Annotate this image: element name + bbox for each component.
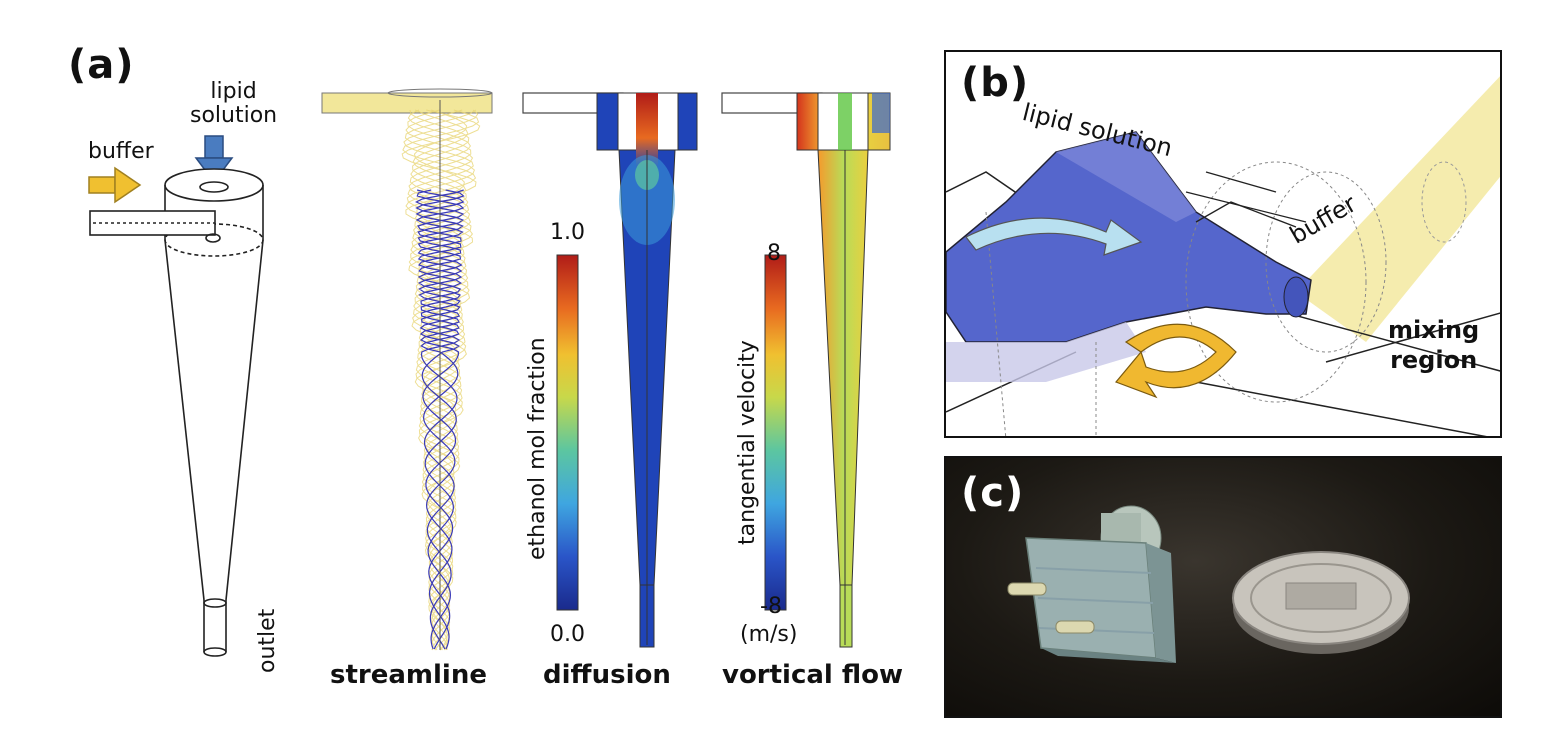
lipid-chamber-shape xyxy=(946,131,1312,382)
mixing-region-label: mixing region xyxy=(1388,315,1479,375)
coin-image xyxy=(1232,551,1410,654)
buffer-arrow-icon xyxy=(88,166,142,204)
panel-a-letter: (a) xyxy=(68,42,135,88)
panel-c-graphics xyxy=(1007,505,1410,663)
vortical-flow-plot xyxy=(721,92,891,648)
velocity-unit-label: (m/s) xyxy=(740,622,798,647)
lipid-solution-label: lipid solution xyxy=(190,80,277,128)
caption-vortical-flow: vortical flow xyxy=(722,660,904,690)
diffusion-plot xyxy=(522,92,698,648)
velocity-min-label: -8 xyxy=(760,594,782,619)
lipid-flow-arrow-icon xyxy=(965,217,1143,256)
device-outline xyxy=(89,168,264,657)
panel-b-letter: (b) xyxy=(961,60,1030,106)
printed-device-image xyxy=(1007,505,1176,663)
lipid-solution-label-text: lipid solution xyxy=(190,79,278,128)
panel-c-photo: (c) xyxy=(944,456,1502,718)
streamline-plot xyxy=(321,88,493,651)
velocity-colorbar xyxy=(764,254,787,611)
buffer-swirl-arrow-icon xyxy=(1114,323,1237,399)
panel-c-letter: (c) xyxy=(961,470,1025,516)
ethanol-colorbar-title: ethanol mol fraction xyxy=(525,337,550,560)
ethanol-colorbar xyxy=(556,254,579,611)
panel-b-graphics xyxy=(946,76,1500,436)
ethanol-max-label: 1.0 xyxy=(550,220,585,245)
ethanol-min-label: 0.0 xyxy=(550,622,585,647)
buffer-label: buffer xyxy=(88,139,154,164)
mixing-region-label-text: mixing region xyxy=(1388,316,1480,374)
velocity-max-label: 8 xyxy=(767,241,781,266)
caption-diffusion: diffusion xyxy=(543,660,671,690)
caption-streamline: streamline xyxy=(330,660,487,690)
panel-b: (b) lipid solution buffer mixing region xyxy=(944,50,1502,438)
velocity-colorbar-title: tangential velocity xyxy=(735,340,760,545)
